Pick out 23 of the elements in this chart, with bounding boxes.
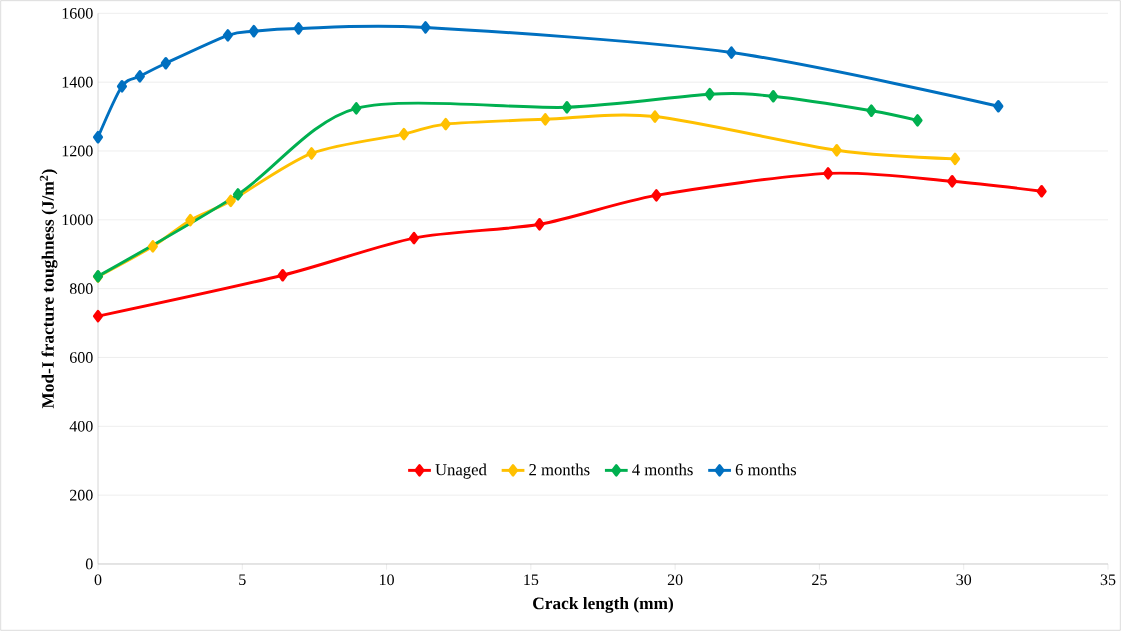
y-tick-label: 1600 (62, 7, 93, 19)
x-tick-label: 30 (956, 574, 972, 586)
y-tick-label: 1400 (62, 76, 93, 88)
x-tick-label: 35 (1100, 574, 1116, 586)
y-axis-title: Mod-I fracture toughness (J/m$^{2}$) (39, 169, 58, 409)
y-tick-label: 400 (69, 420, 93, 432)
x-tick-label: 25 (812, 574, 827, 586)
legend-label: 2 months (529, 463, 590, 476)
x-tick-label: 5 (239, 574, 246, 586)
x-tick-label: 10 (379, 574, 394, 586)
x-tick-label: 0 (94, 574, 102, 586)
x-tick-label: 20 (667, 574, 683, 586)
y-tick-label: 800 (69, 283, 93, 295)
y-tick-label: 200 (70, 489, 93, 501)
y-tick-label: 1000 (62, 214, 93, 226)
legend-label: 6 months (735, 463, 797, 476)
y-tick-label: 1200 (62, 145, 93, 157)
y-tick-label: 600 (69, 352, 93, 363)
x-tick-label: 15 (524, 574, 539, 586)
x-axis-title: Crack length (mm) (533, 597, 674, 613)
legend-label: 4 months (632, 463, 693, 476)
legend-label: Unaged (435, 463, 487, 479)
y-tick-label: 0 (85, 558, 93, 570)
